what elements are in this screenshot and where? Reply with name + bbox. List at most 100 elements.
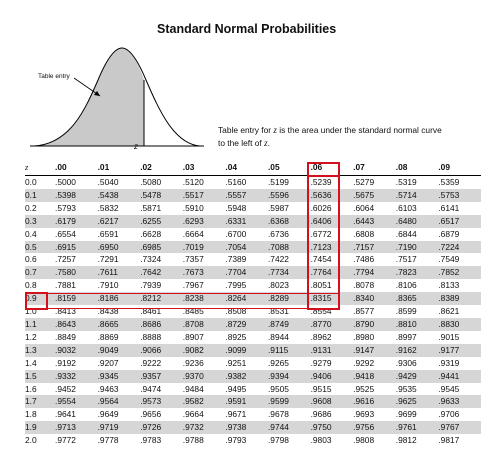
probability-cell: .7642 xyxy=(140,266,183,280)
z-value-cell: 1.4 xyxy=(25,357,37,368)
probability-cell: .7611 xyxy=(97,266,141,280)
probability-cell: .7123 xyxy=(310,240,354,254)
probability-cell: .9772 xyxy=(55,435,76,446)
probability-cell: .8729 xyxy=(225,317,268,331)
probability-cell: .6255 xyxy=(140,214,183,228)
probability-cell: .6985 xyxy=(140,240,183,254)
probability-cell: .9767 xyxy=(438,421,481,435)
probability-cell: .7995 xyxy=(225,280,247,291)
probability-cell: .5239 xyxy=(310,177,332,187)
probability-cell: .7764 xyxy=(310,266,354,280)
probability-cell: .6915 xyxy=(55,240,98,254)
probability-cell: .9732 xyxy=(182,421,226,435)
probability-cell: .9693 xyxy=(353,409,375,420)
table-row: 1.2 .8849 .8869 .8888 .8907 .8925 .8944 .8962 .8… xyxy=(25,331,481,344)
probability-cell: .6879 xyxy=(438,228,460,239)
z-column-header: z xyxy=(25,160,55,176)
probability-cell: .9686 xyxy=(310,409,332,420)
probability-cell: .8907 xyxy=(182,331,204,342)
probability-cell: .8849 xyxy=(55,331,76,342)
probability-cell: .9803 xyxy=(310,435,332,446)
probability-cell: .9812 xyxy=(395,435,417,446)
probability-cell: .9656 xyxy=(140,409,162,420)
highlight-row-box xyxy=(47,293,340,309)
probability-cell: .5199 xyxy=(267,177,289,187)
probability-cell: .9738 xyxy=(225,421,268,435)
probability-cell: .7422 xyxy=(267,254,289,265)
table-row: 0.8 .7881 .7910 .7939 .7967 .7995 .8023 .8051 .8… xyxy=(25,279,481,292)
table-row: 0.7.7580.7611.7642.7673.7704.7734.7764.7… xyxy=(25,266,481,280)
column-header: .00 xyxy=(55,160,98,176)
column-header: .01 xyxy=(97,160,141,176)
probability-cell: .9147 xyxy=(353,343,396,357)
probability-cell: .7517 xyxy=(395,254,417,265)
probability-cell: .9463 xyxy=(97,383,119,394)
table-row: 1.8 .9641 .9649 .9656 .9664 .9671 .9678 .9686 .9… xyxy=(25,408,481,421)
table-row: 1.3.9032.9049.9066.9082.9099.9115.9131.9… xyxy=(25,343,481,357)
probability-cell: .9192 xyxy=(55,357,76,368)
probability-cell: .8365 xyxy=(395,292,439,306)
probability-cell: .9525 xyxy=(353,383,375,394)
probability-cell: .8810 xyxy=(395,317,439,331)
probability-cell: .7852 xyxy=(438,266,481,280)
probability-cell: .8186 xyxy=(97,292,141,306)
probability-cell: .9049 xyxy=(97,343,141,357)
probability-cell: .9726 xyxy=(140,421,183,435)
probability-cell: .7734 xyxy=(267,266,311,280)
probability-cell: .8770 xyxy=(310,317,354,331)
z-value-cell: 1.9 xyxy=(25,421,55,435)
probability-cell: .9649 xyxy=(97,409,119,420)
column-header: .09 xyxy=(438,160,481,176)
probability-cell: .8888 xyxy=(140,331,162,342)
probability-cell: .8485 xyxy=(182,306,204,317)
column-header: .02 xyxy=(140,160,183,176)
probability-cell: .9292 xyxy=(353,357,375,368)
z-value-cell: 0.8 xyxy=(25,280,37,291)
probability-cell: .8508 xyxy=(225,306,247,317)
probability-cell: .6064 xyxy=(353,202,375,213)
z-value-cell: 1.8 xyxy=(25,409,37,420)
probability-cell: .9564 xyxy=(97,395,141,409)
z-value-cell: 0.4 xyxy=(25,228,37,239)
probability-cell: .8944 xyxy=(267,331,289,342)
probability-cell: .5832 xyxy=(97,202,119,213)
probability-cell: .6103 xyxy=(395,202,417,213)
probability-cell: .8980 xyxy=(353,331,375,342)
table-row: 1.0 .8413 .8438 .8461 .8485 .8508 .8531 .8554 .8… xyxy=(25,305,481,318)
probability-cell: .9744 xyxy=(267,421,311,435)
probability-cell: .8159 xyxy=(55,292,98,306)
z-value-cell: 0.2 xyxy=(25,202,37,213)
probability-cell: .9418 xyxy=(353,369,396,383)
probability-cell: .8925 xyxy=(225,331,247,342)
probability-cell: .6443 xyxy=(353,214,396,228)
probability-cell: .8686 xyxy=(140,317,183,331)
probability-cell: .7967 xyxy=(182,280,204,291)
probability-cell: .7486 xyxy=(353,254,375,265)
probability-cell: .5279 xyxy=(353,177,375,187)
probability-cell: .9756 xyxy=(353,421,396,435)
probability-cell: .9535 xyxy=(395,383,417,394)
table-row: 1.4 .9192 .9207 .9222 .9236 .9251 .9265 .9279 .9… xyxy=(25,357,481,370)
z-value-cell: 0.3 xyxy=(25,214,55,228)
probability-cell: .9664 xyxy=(182,409,204,420)
probability-cell: .7580 xyxy=(55,266,98,280)
probability-cell: .9641 xyxy=(55,409,76,420)
probability-cell: .9032 xyxy=(55,343,98,357)
probability-cell: .5753 xyxy=(438,188,481,202)
table-row: 0.2 .5793 .5832 .5871 .5910 .5948 .5987 .6026 .6… xyxy=(25,202,481,215)
table-row: 0.1.5398.5438.5478.5517.5557.5596.5636.5… xyxy=(25,188,481,202)
probability-cell: .9719 xyxy=(97,421,141,435)
probability-cell: .9441 xyxy=(438,369,481,383)
probability-cell: .8577 xyxy=(353,306,375,317)
probability-cell: .8621 xyxy=(438,306,460,317)
probability-cell: .9332 xyxy=(55,369,98,383)
probability-cell: .7454 xyxy=(310,254,332,265)
probability-cell: .5000 xyxy=(55,177,76,187)
probability-cell: .6664 xyxy=(182,228,204,239)
probability-cell: .8212 xyxy=(140,292,183,306)
probability-cell: .9066 xyxy=(140,343,183,357)
probability-cell: .5120 xyxy=(182,177,204,187)
z-value-cell: 1.7 xyxy=(25,395,55,409)
probability-cell: .9370 xyxy=(182,369,226,383)
z-value-cell: 1.5 xyxy=(25,369,55,383)
